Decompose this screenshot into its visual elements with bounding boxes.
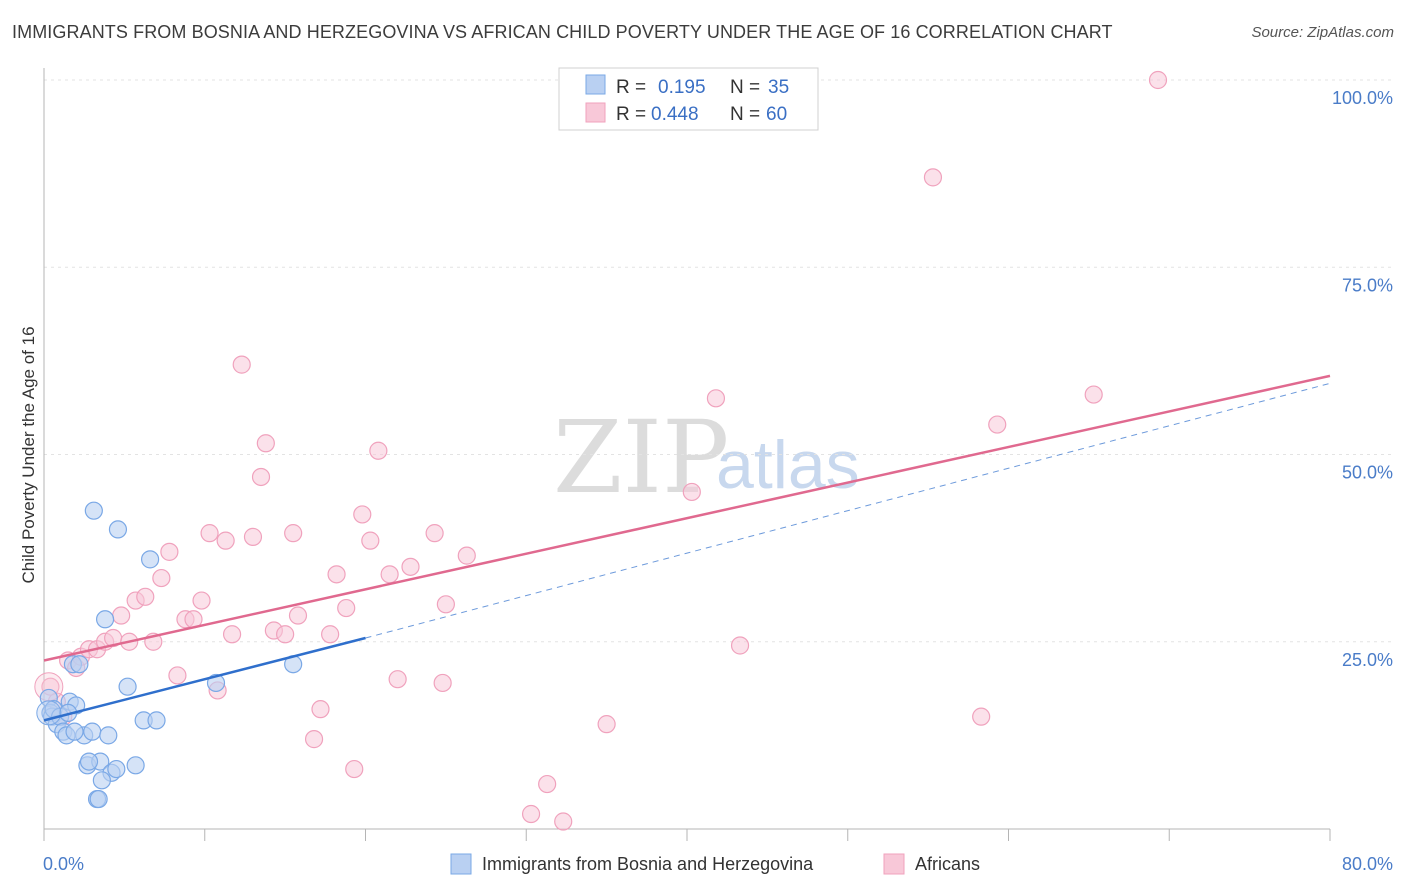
africans-point xyxy=(168,666,187,685)
bosnia-point xyxy=(83,722,102,741)
africans-point xyxy=(288,606,308,625)
bosnia-point xyxy=(126,756,145,775)
africans-point xyxy=(538,774,557,794)
x-tick-label-min: 0.0% xyxy=(43,854,84,874)
africans-point xyxy=(988,415,1007,434)
bosnia-points xyxy=(36,501,303,809)
bosnia-point xyxy=(84,501,103,520)
africans-point xyxy=(345,759,364,779)
x-ticks xyxy=(43,829,1331,841)
africans-point xyxy=(337,598,356,618)
africans-point xyxy=(232,355,251,374)
africans-point xyxy=(321,625,340,644)
bosnia-point xyxy=(95,610,115,629)
chart-source: Source: ZipAtlas.com xyxy=(1251,24,1394,41)
legend-swatch-bosnia xyxy=(585,74,606,95)
legend-n-label-africans: N = xyxy=(730,104,760,125)
africans-point xyxy=(457,546,476,565)
legend-n-value-bosnia: 35 xyxy=(768,77,789,98)
legend-swatch-africans xyxy=(585,102,606,123)
africans-point xyxy=(380,565,399,584)
africans-point xyxy=(222,625,242,644)
legend-r-value-africans: 0.448 xyxy=(651,104,699,125)
bosnia-regression-extension xyxy=(365,382,1331,639)
africans-point xyxy=(327,565,346,584)
africans-point xyxy=(425,524,444,543)
bosnia-point xyxy=(79,752,99,771)
y-tick-label-50: 50.0% xyxy=(1342,463,1393,483)
series-swatch-bosnia xyxy=(450,853,472,875)
africans-point xyxy=(311,700,330,719)
bosnia-point xyxy=(107,759,126,779)
africans-point xyxy=(597,715,616,734)
africans-point xyxy=(136,587,155,606)
africans-point xyxy=(369,441,388,460)
africans-point xyxy=(200,524,219,543)
africans-point xyxy=(706,389,726,408)
africans-point xyxy=(353,505,372,524)
africans-point xyxy=(436,595,455,614)
y-axis-label: Child Poverty Under the Age of 16 xyxy=(19,326,38,583)
series-swatch-africans xyxy=(883,853,905,875)
africans-point xyxy=(972,707,991,726)
bosnia-point xyxy=(118,677,137,696)
bosnia-point xyxy=(147,711,166,730)
africans-point xyxy=(284,524,303,543)
africans-point xyxy=(152,568,171,588)
africans-point xyxy=(1148,70,1168,90)
africans-point xyxy=(730,636,750,655)
africans-point xyxy=(304,730,324,749)
bosnia-point xyxy=(99,726,118,745)
legend-r-value-bosnia: 0.195 xyxy=(658,77,706,98)
bosnia-point xyxy=(108,520,128,539)
africans-point xyxy=(160,542,179,561)
bosnia-point xyxy=(89,789,108,809)
africans-point xyxy=(276,625,295,644)
legend-n-value-africans: 60 xyxy=(766,104,787,125)
africans-point xyxy=(192,591,211,610)
y-tick-label-25: 25.0% xyxy=(1342,650,1393,670)
x-tick-label-max: 80.0% xyxy=(1342,854,1393,874)
africans-point xyxy=(554,812,573,831)
bosnia-point xyxy=(65,722,84,741)
y-tick-label-75: 75.0% xyxy=(1342,275,1393,295)
bosnia-point xyxy=(70,655,89,674)
bosnia-point-cluster xyxy=(36,700,62,726)
legend-n-label-bosnia: N = xyxy=(730,77,760,98)
series-label-africans: Africans xyxy=(915,854,980,874)
africans-point xyxy=(401,557,420,576)
africans-point xyxy=(251,467,271,487)
africans-point xyxy=(216,531,235,550)
y-tick-label-100: 100.0% xyxy=(1332,88,1393,108)
africans-points xyxy=(34,70,1168,831)
series-label-bosnia: Immigrants from Bosnia and Herzegovina xyxy=(482,854,814,874)
africans-regression-line xyxy=(43,374,1331,662)
watermark: ZIP atlas xyxy=(553,399,860,516)
y-tick-labels: 25.0% 50.0% 75.0% 100.0% xyxy=(1332,88,1393,670)
africans-point xyxy=(361,531,380,550)
africans-point xyxy=(388,670,407,689)
regression-lines xyxy=(43,374,1331,722)
bosnia-point xyxy=(140,550,160,569)
legend-r-label-bosnia: R = xyxy=(616,77,646,98)
africans-point xyxy=(923,168,943,187)
africans-point xyxy=(112,606,131,625)
watermark-zip: ZIP xyxy=(553,399,729,516)
africans-point xyxy=(243,527,263,546)
series-legend: Immigrants from Bosnia and Herzegovina A… xyxy=(450,853,980,875)
africans-point xyxy=(1084,385,1103,404)
africans-point xyxy=(682,482,701,502)
bosnia-regression-line xyxy=(43,636,366,722)
watermark-atlas: atlas xyxy=(716,427,860,503)
africans-point xyxy=(256,434,275,453)
correlation-legend: R = 0.195 N = 35 R = 0.448 N = 60 xyxy=(558,67,819,131)
africans-point xyxy=(433,673,452,693)
legend-r-label-africans: R = xyxy=(616,104,646,125)
bosnia-point xyxy=(92,771,111,790)
chart-title: IMMIGRANTS FROM BOSNIA AND HERZEGOVINA V… xyxy=(12,22,1113,42)
africans-point xyxy=(521,804,541,824)
